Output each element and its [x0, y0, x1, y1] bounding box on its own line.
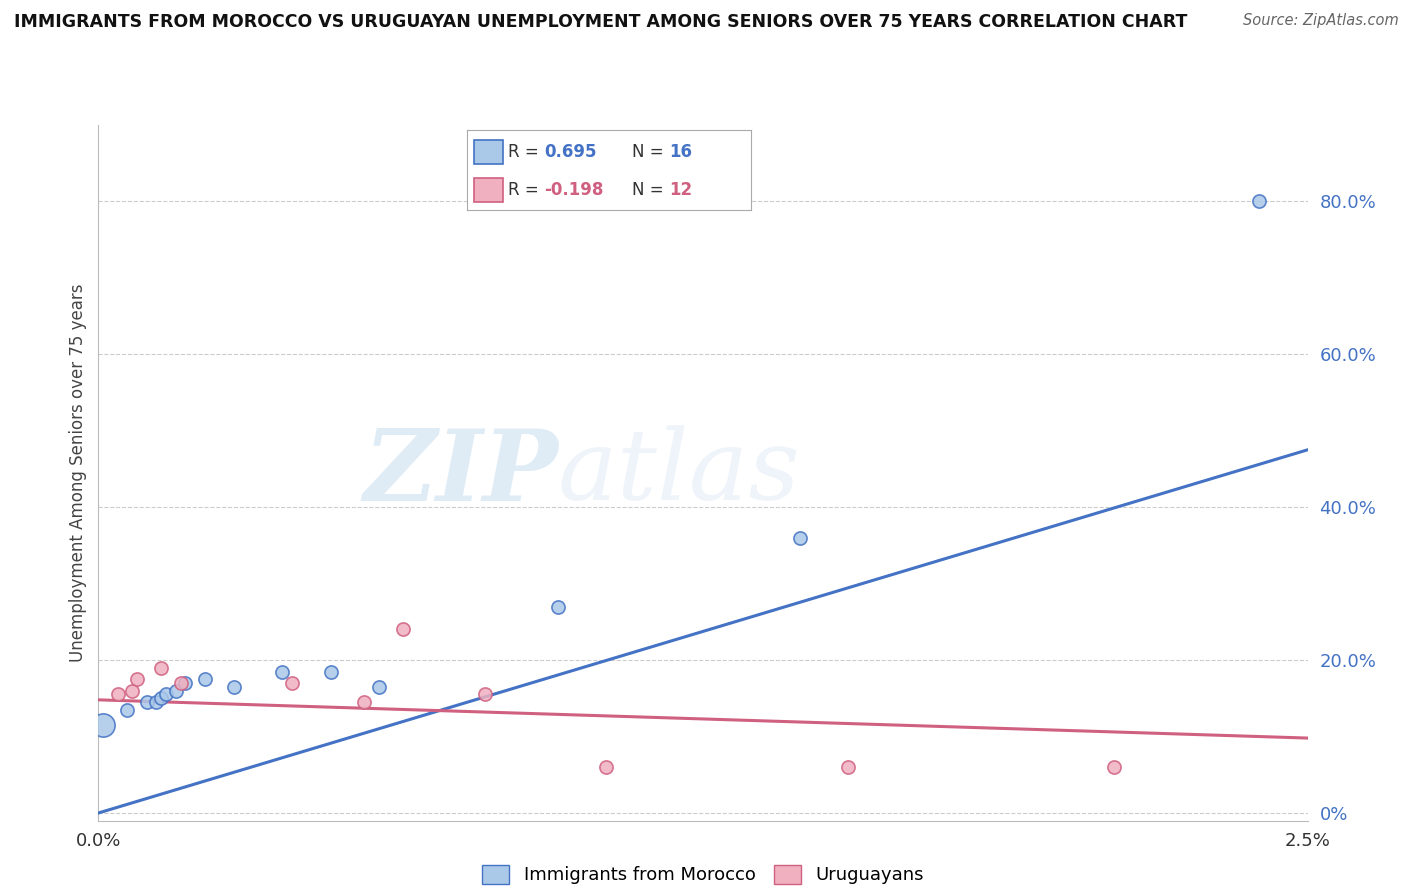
- Y-axis label: Unemployment Among Seniors over 75 years: Unemployment Among Seniors over 75 years: [69, 284, 87, 662]
- Text: ZIP: ZIP: [363, 425, 558, 521]
- Point: [174, 676, 197, 690]
- Point: [281, 676, 304, 690]
- Point: [595, 760, 617, 774]
- Text: Source: ZipAtlas.com: Source: ZipAtlas.com: [1243, 13, 1399, 29]
- Point: [117, 703, 139, 717]
- Point: [121, 683, 143, 698]
- Point: [547, 599, 569, 614]
- Point: [789, 531, 811, 545]
- Point: [165, 683, 187, 698]
- Point: [474, 688, 496, 702]
- Point: [319, 665, 342, 679]
- Point: [837, 760, 859, 774]
- Text: IMMIGRANTS FROM MOROCCO VS URUGUAYAN UNEMPLOYMENT AMONG SENIORS OVER 75 YEARS CO: IMMIGRANTS FROM MOROCCO VS URUGUAYAN UNE…: [14, 13, 1188, 31]
- Text: atlas: atlas: [558, 425, 800, 520]
- Point: [150, 691, 173, 706]
- Point: [392, 623, 415, 637]
- Point: [368, 680, 391, 694]
- Point: [222, 680, 245, 694]
- Point: [135, 695, 157, 709]
- Point: [1249, 194, 1271, 209]
- Point: [353, 695, 375, 709]
- Legend: Immigrants from Morocco, Uruguayans: Immigrants from Morocco, Uruguayans: [475, 858, 931, 892]
- Point: [145, 695, 167, 709]
- Point: [91, 718, 114, 732]
- Point: [127, 672, 149, 686]
- Point: [150, 661, 173, 675]
- Point: [1102, 760, 1125, 774]
- Point: [155, 688, 177, 702]
- Point: [107, 688, 129, 702]
- Point: [169, 676, 191, 690]
- Point: [194, 672, 217, 686]
- Point: [271, 665, 294, 679]
